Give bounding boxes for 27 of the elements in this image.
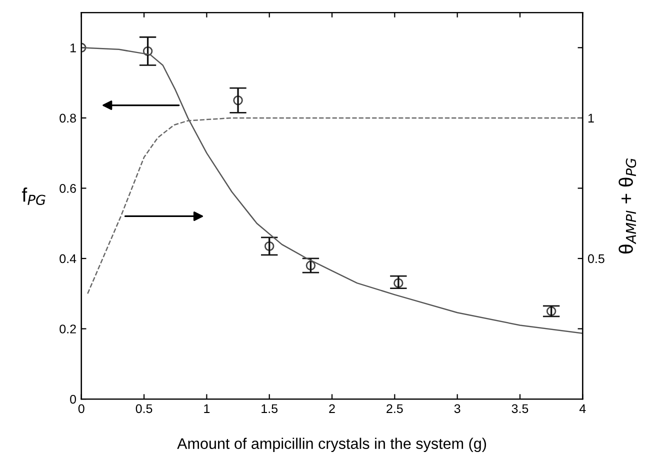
x-tick-label: 0.5 <box>136 404 152 414</box>
x-tick-label: 2.5 <box>386 404 403 414</box>
point <box>546 306 556 316</box>
y-tick-label: 0.6 <box>60 184 76 193</box>
y-tick-label: 0.8 <box>60 114 76 123</box>
y2-tick-label: 0.5 <box>588 254 604 264</box>
x-tick-label: 2 <box>329 404 335 413</box>
x-tick-label: 0 <box>78 404 84 414</box>
point <box>394 278 404 288</box>
x-tick-label: 4 <box>579 404 586 413</box>
y-axis-title: f$_{PG}$ <box>22 188 46 206</box>
point <box>306 260 316 270</box>
x-tick-label: 1.5 <box>262 404 278 414</box>
y-tick-label: 0.4 <box>60 254 76 264</box>
y2-tick-label: 1 <box>588 114 594 122</box>
point <box>264 241 274 252</box>
point <box>233 96 243 106</box>
y2-axis-title: θ$_{AMPI}$ + θ$_{PG}$ <box>618 158 636 254</box>
x-tick-label: 1 <box>204 404 210 413</box>
x-tick-label: 3.5 <box>512 404 528 414</box>
line-series <box>87 117 583 294</box>
y-tick-label: 0.2 <box>60 324 76 334</box>
x-tick-label: 3 <box>454 404 460 414</box>
x-axis-title: Amount of ampicillin crystals in the system (g) <box>177 438 486 452</box>
point <box>142 46 153 56</box>
y-tick-label: 0 <box>70 394 76 404</box>
y-tick-label: 1 <box>70 44 76 52</box>
